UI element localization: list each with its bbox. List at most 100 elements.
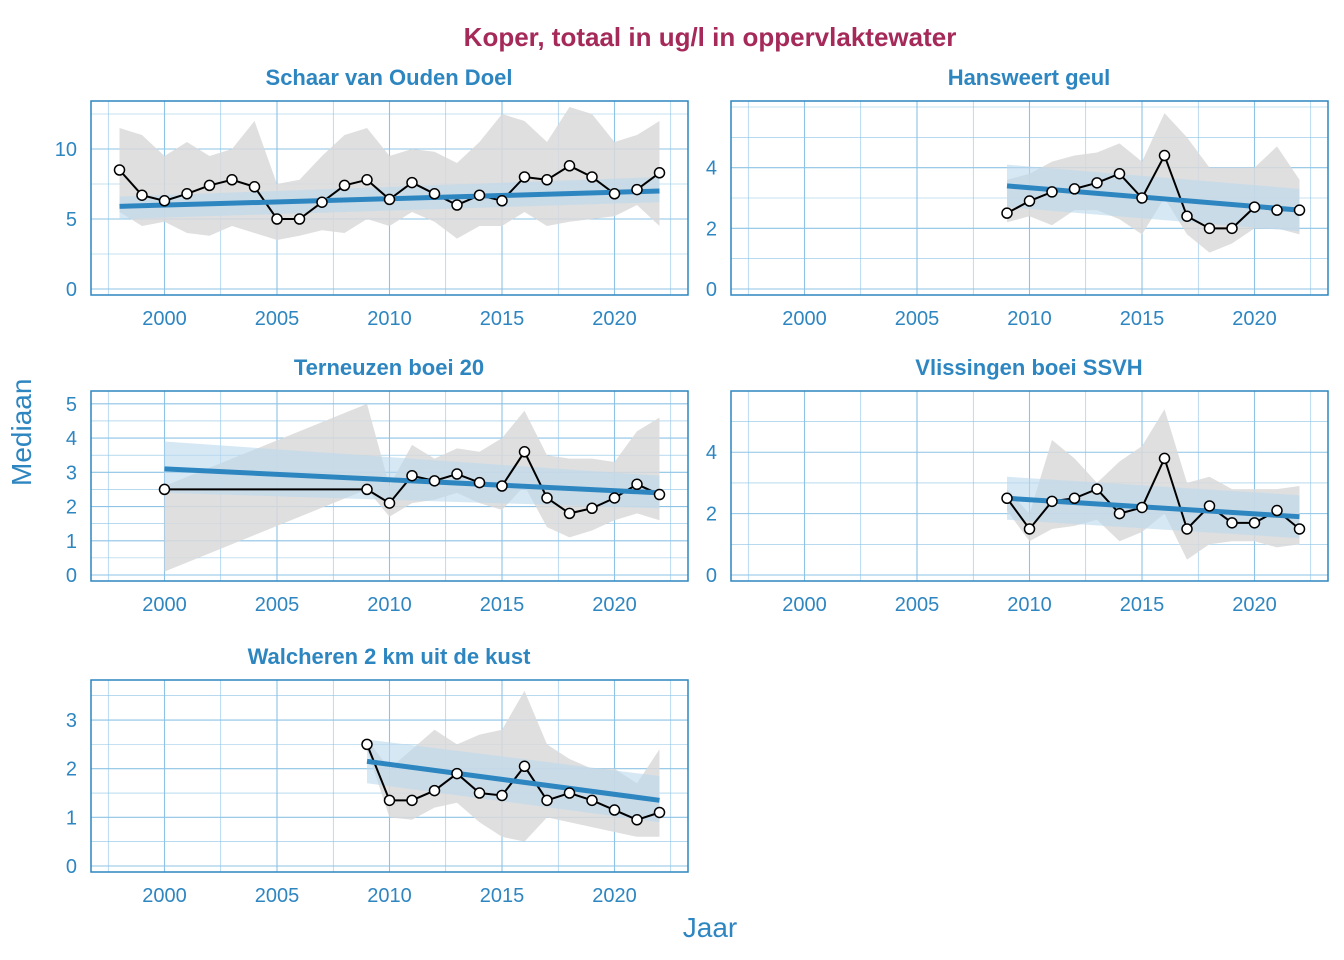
y-tick-label: 10 [55,139,77,161]
panel-1: Schaar van Ouden Doel 0 5 10 2000 2005 2010 201… [55,65,689,330]
panel-title: Walcheren 2 km uit de kust [248,644,531,669]
data-point [586,794,598,807]
data-point [451,767,463,780]
data-point [203,179,216,192]
panel-border [90,100,689,296]
y-tick-label: 2 [706,504,717,526]
x-tick-label: 2020 [592,594,637,616]
y-tick-label: 3 [66,462,77,484]
figure-title: Koper, totaal in ug/l in oppervlaktewate… [463,22,957,52]
data-point [563,787,576,799]
data-point [293,213,306,225]
data-point [181,188,193,200]
x-tick-label: 2005 [255,308,300,330]
data-point [1181,210,1193,222]
y-tick-label: 0 [66,856,77,878]
data-point [1203,500,1216,512]
data-point [1001,492,1013,505]
data-point [1136,192,1148,204]
data-point [361,738,373,751]
data-point [338,179,351,192]
y-tick-label: 4 [706,158,717,180]
data-point [361,483,373,496]
data-point [1113,167,1126,180]
data-point [406,794,418,807]
panel-title: Schaar van Ouden Doel [266,65,513,90]
panel-3: Terneuzen boei 20 0 1 2 3 4 5 2000 2005 2010 2015 2… [66,355,689,616]
y-tick-label: 4 [706,442,717,464]
data-point [1113,507,1126,520]
x-tick-label: 2020 [592,308,637,330]
data-point [1248,517,1261,529]
data-point [1226,517,1238,529]
x-axis-label: Jaar [682,912,738,943]
y-tick-label: 0 [66,279,77,301]
data-point [451,199,463,211]
data-point [1068,492,1081,505]
data-point [226,174,238,186]
y-tick-label: 1 [66,531,77,553]
y-tick-label: 1 [66,807,77,829]
data-point [1226,222,1238,235]
data-point [451,468,463,480]
x-tick-label: 2010 [1007,594,1052,616]
data-point [1158,149,1171,162]
panel-5: Walcheren 2 km uit de kust 0 1 2 3 2000 2005 20… [66,644,689,907]
x-tick-label: 2005 [895,308,940,330]
x-tick-label: 2010 [367,885,412,907]
panel-4: Vlissingen boei SSVH 0 2 4 2000 2005 2010 2015 2… [706,355,1329,616]
panel-border [90,390,689,582]
data-point [586,171,598,183]
data-point [1271,504,1283,517]
y-tick-label: 3 [66,710,77,732]
x-tick-label: 2010 [1007,308,1052,330]
x-tick-label: 2010 [367,594,412,616]
panel-border [90,679,689,873]
x-tick-label: 2010 [367,308,412,330]
y-tick-label: 5 [66,209,77,231]
x-tick-label: 2000 [142,594,187,616]
x-tick-label: 2015 [1120,594,1165,616]
data-point [1203,222,1216,235]
data-point [653,167,666,179]
data-point [361,174,373,186]
data-point [383,193,396,206]
data-point [1091,483,1103,495]
data-point [1023,195,1036,207]
data-point [608,188,621,200]
data-point [1271,204,1283,216]
data-point [653,806,666,819]
data-point [1023,523,1036,535]
data-point [541,174,553,186]
data-point [428,188,441,200]
x-tick-label: 2005 [255,885,300,907]
data-point [1293,204,1306,216]
x-tick-label: 2000 [142,885,187,907]
x-tick-label: 2020 [1232,308,1277,330]
data-point [1068,183,1081,195]
y-tick-label: 2 [66,497,77,519]
data-point [1001,207,1013,219]
panel-border [730,100,1329,296]
data-point [158,483,171,496]
data-point [518,171,531,183]
x-tick-label: 2015 [480,308,525,330]
y-tick-label: 0 [66,565,77,587]
x-tick-label: 2015 [480,885,525,907]
x-tick-label: 2005 [255,594,300,616]
data-point [518,760,531,773]
data-point [1136,501,1148,514]
data-point [473,787,486,799]
data-point [1293,523,1306,535]
data-point [271,213,283,225]
panel-title: Vlissingen boei SSVH [915,355,1142,380]
data-point [496,789,508,802]
y-tick-label: 4 [66,428,77,450]
data-point [406,176,418,189]
data-point [473,189,486,201]
panel-2: Hansweert geul 0 2 4 2000 2005 2010 2015 2020 [706,65,1329,330]
data-point [563,160,576,172]
data-point [541,492,553,504]
data-point [428,784,441,797]
data-point [608,492,621,504]
